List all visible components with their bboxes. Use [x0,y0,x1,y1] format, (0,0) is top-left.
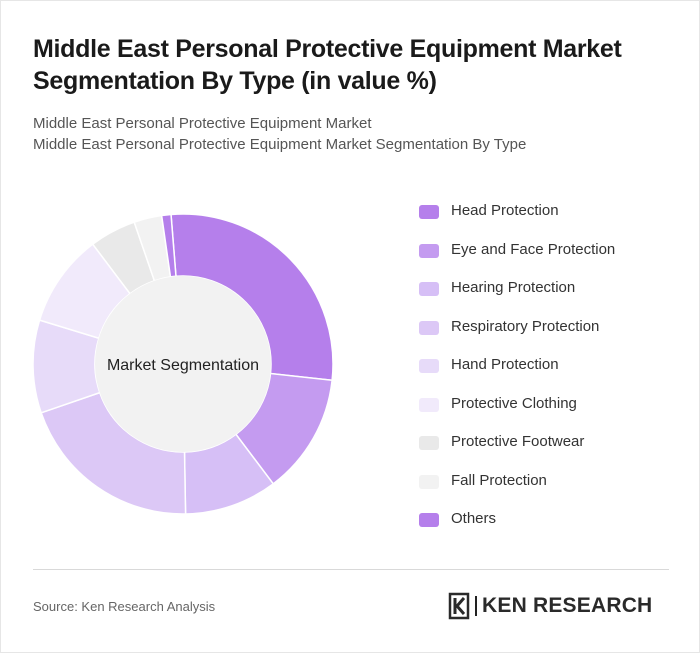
donut-center [95,276,271,452]
legend-item-others[interactable]: Others [419,509,679,529]
ken-research-logo: KEN RESEARCH [448,592,670,620]
footer-divider [33,569,669,570]
legend-item-protective-clothing[interactable]: Protective Clothing [419,394,679,414]
legend-item-fall-protection[interactable]: Fall Protection [419,471,679,491]
legend-label: Hearing Protection [451,279,576,296]
legend-label: Respiratory Protection [451,317,600,335]
chart-subtitle-line-2: Middle East Personal Protective Equipmen… [33,136,527,153]
legend-item-respiratory-protection[interactable]: Respiratory Protection [419,317,679,337]
legend-label: Head Protection [451,202,559,219]
logo-wordmark: KEN RESEARCH [482,594,653,617]
legend-item-head-protection[interactable]: Head Protection [419,201,679,221]
legend-swatch [419,513,439,527]
legend-item-protective-footwear[interactable]: Protective Footwear [419,432,679,452]
legend-swatch [419,320,439,335]
legend-swatch [419,436,439,450]
logo-separator [475,596,477,616]
ken-research-logo-icon [448,592,470,620]
legend-swatch [419,474,439,489]
legend-label: Others [451,510,497,527]
legend-swatch [419,397,439,412]
legend-swatch [419,359,439,373]
legend-label: Hand Protection [451,356,559,373]
legend-label: Protective Footwear [451,433,585,450]
legend-item-hearing-protection[interactable]: Hearing Protection [419,278,679,298]
donut-chart: Market Segmentation [32,213,334,515]
chart-subtitle-line-1: Middle East Personal Protective Equipmen… [33,115,372,132]
legend-item-hand-protection[interactable]: Hand Protection [419,355,679,375]
source-note: Source: Ken Research Analysis [33,599,216,614]
legend-label: Protective Clothing [451,394,577,412]
legend-swatch [419,243,439,258]
legend-label: Fall Protection [451,471,547,489]
legend-swatch [419,205,439,219]
chart-title: Middle East Personal Protective Equipmen… [33,35,622,95]
donut-center-label: Market Segmentation [107,357,259,374]
legend-item-eye-and-face-protection[interactable]: Eye and Face Protection [419,240,679,260]
legend-swatch [419,282,439,296]
legend-label: Eye and Face Protection [451,240,616,258]
